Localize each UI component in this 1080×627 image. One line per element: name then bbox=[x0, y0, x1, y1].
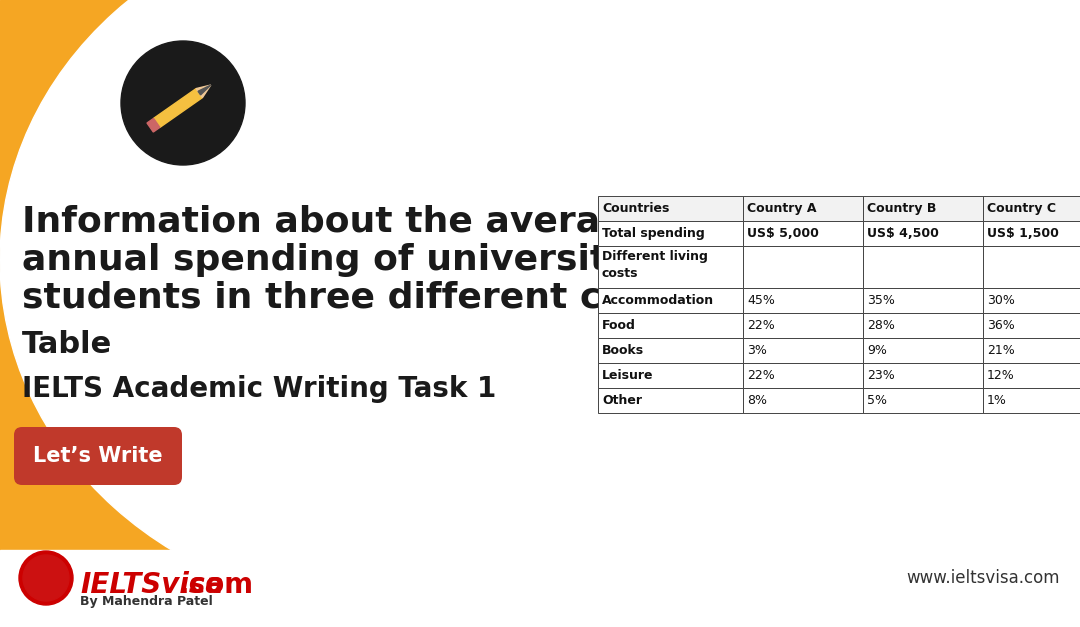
Ellipse shape bbox=[0, 0, 780, 610]
Text: 45%: 45% bbox=[747, 294, 774, 307]
Polygon shape bbox=[153, 88, 202, 127]
Text: Country A: Country A bbox=[747, 202, 816, 215]
Text: Table: Table bbox=[22, 330, 112, 359]
Circle shape bbox=[19, 551, 73, 605]
Polygon shape bbox=[197, 85, 211, 98]
Text: 8%: 8% bbox=[747, 394, 767, 407]
Text: Countries: Countries bbox=[602, 202, 670, 215]
Text: annual spending of university: annual spending of university bbox=[22, 243, 631, 277]
Text: 3%: 3% bbox=[747, 344, 767, 357]
Bar bbox=[743, 288, 863, 313]
Bar bbox=[983, 338, 1080, 363]
Text: www.ieltsvisa.com: www.ieltsvisa.com bbox=[906, 569, 1059, 587]
Text: US$ 4,500: US$ 4,500 bbox=[867, 227, 939, 240]
Polygon shape bbox=[147, 119, 160, 132]
Bar bbox=[983, 288, 1080, 313]
Bar bbox=[863, 313, 983, 338]
Text: US$ 1,500: US$ 1,500 bbox=[987, 227, 1058, 240]
Bar bbox=[590, 0, 1080, 627]
Circle shape bbox=[121, 41, 245, 165]
Bar bbox=[598, 221, 743, 246]
Bar bbox=[983, 388, 1080, 413]
Text: Country C: Country C bbox=[987, 202, 1056, 215]
Text: Let’s Write: Let’s Write bbox=[33, 446, 163, 466]
Text: 5%: 5% bbox=[867, 394, 887, 407]
Bar bbox=[743, 363, 863, 388]
Ellipse shape bbox=[0, 0, 620, 580]
Bar bbox=[598, 338, 743, 363]
Text: 21%: 21% bbox=[987, 344, 1015, 357]
Text: 1%: 1% bbox=[987, 394, 1007, 407]
Bar bbox=[983, 363, 1080, 388]
Text: 22%: 22% bbox=[747, 319, 774, 332]
Text: IELTS Academic Writing Task 1: IELTS Academic Writing Task 1 bbox=[22, 375, 496, 403]
Text: Information about the average: Information about the average bbox=[22, 205, 650, 239]
Text: Total spending: Total spending bbox=[602, 227, 705, 240]
Text: Leisure: Leisure bbox=[602, 369, 653, 382]
Text: Food: Food bbox=[602, 319, 636, 332]
Bar bbox=[983, 196, 1080, 221]
Text: 23%: 23% bbox=[867, 369, 894, 382]
Bar bbox=[598, 313, 743, 338]
Bar bbox=[863, 288, 983, 313]
Bar bbox=[983, 313, 1080, 338]
Bar bbox=[863, 363, 983, 388]
Circle shape bbox=[23, 555, 69, 601]
Bar bbox=[743, 196, 863, 221]
Text: By Mahendra Patel: By Mahendra Patel bbox=[80, 595, 213, 608]
FancyBboxPatch shape bbox=[14, 427, 183, 485]
Bar bbox=[863, 388, 983, 413]
Bar bbox=[863, 338, 983, 363]
Bar bbox=[598, 288, 743, 313]
Text: 12%: 12% bbox=[987, 369, 1015, 382]
Polygon shape bbox=[198, 85, 211, 95]
Text: Other: Other bbox=[602, 394, 642, 407]
Bar bbox=[598, 196, 743, 221]
Bar bbox=[743, 246, 863, 288]
Text: Accommodation: Accommodation bbox=[602, 294, 714, 307]
Text: Different living: Different living bbox=[602, 250, 707, 263]
Bar bbox=[863, 196, 983, 221]
Text: Country B: Country B bbox=[867, 202, 936, 215]
Bar bbox=[743, 313, 863, 338]
Bar bbox=[598, 363, 743, 388]
Text: .com: .com bbox=[178, 571, 253, 599]
Text: Books: Books bbox=[602, 344, 644, 357]
Bar bbox=[598, 388, 743, 413]
Text: 28%: 28% bbox=[867, 319, 895, 332]
Text: US$ 5,000: US$ 5,000 bbox=[747, 227, 819, 240]
Text: 36%: 36% bbox=[987, 319, 1015, 332]
Bar bbox=[0, 550, 1080, 627]
Text: 22%: 22% bbox=[747, 369, 774, 382]
Bar bbox=[863, 246, 983, 288]
Bar bbox=[743, 221, 863, 246]
Bar bbox=[743, 388, 863, 413]
Text: IELTSvisa: IELTSvisa bbox=[80, 571, 225, 599]
Text: 30%: 30% bbox=[987, 294, 1015, 307]
Bar bbox=[863, 221, 983, 246]
Bar bbox=[598, 246, 743, 288]
Bar bbox=[983, 246, 1080, 288]
Text: 35%: 35% bbox=[867, 294, 895, 307]
Bar bbox=[743, 338, 863, 363]
Text: students in three different countries: students in three different countries bbox=[22, 281, 771, 315]
Text: costs: costs bbox=[602, 267, 638, 280]
Text: 9%: 9% bbox=[867, 344, 887, 357]
Bar bbox=[983, 221, 1080, 246]
